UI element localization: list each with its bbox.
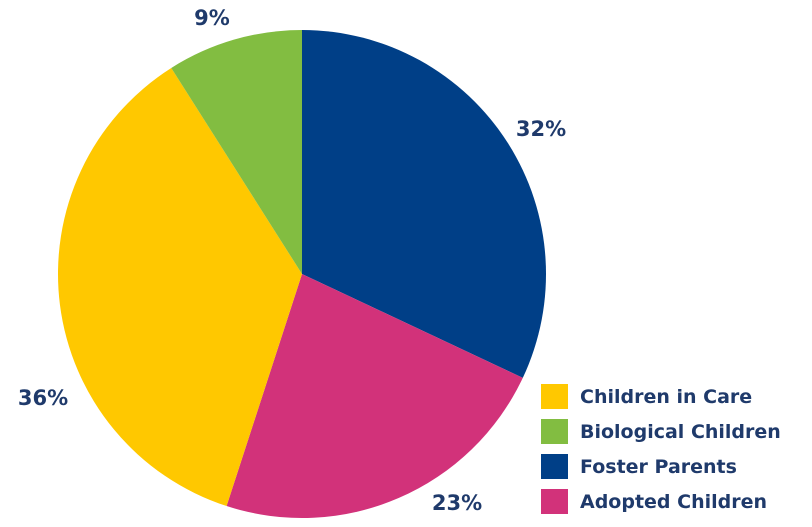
slice-label-adopted-children: 23%	[431, 491, 483, 515]
legend-swatch-biological-children	[541, 419, 568, 444]
legend-swatch-children-in-care	[541, 384, 568, 409]
pie-slice-foster-parents	[302, 30, 547, 378]
pie-slice-children-in-care	[57, 67, 303, 507]
legend-item-biological-children: Biological Children	[541, 419, 781, 444]
legend-item-adopted-children: Adopted Children	[541, 489, 781, 514]
slice-label-foster-parents: 32%	[515, 117, 567, 141]
legend-label: Foster Parents	[580, 455, 737, 478]
pie-slice-adopted-children	[226, 274, 523, 519]
legend-swatch-adopted-children	[541, 489, 568, 514]
legend-item-foster-parents: Foster Parents	[541, 454, 781, 479]
slice-label-children-in-care: 36%	[17, 386, 69, 410]
slice-label-biological-children: 9%	[194, 6, 230, 30]
legend: Children in Care Biological Children Fos…	[541, 384, 781, 524]
legend-item-children-in-care: Children in Care	[541, 384, 781, 409]
legend-swatch-foster-parents	[541, 454, 568, 479]
legend-label: Children in Care	[580, 385, 753, 408]
pie-slice-biological-children	[171, 30, 302, 274]
legend-label: Adopted Children	[580, 490, 768, 513]
legend-label: Biological Children	[580, 420, 781, 443]
